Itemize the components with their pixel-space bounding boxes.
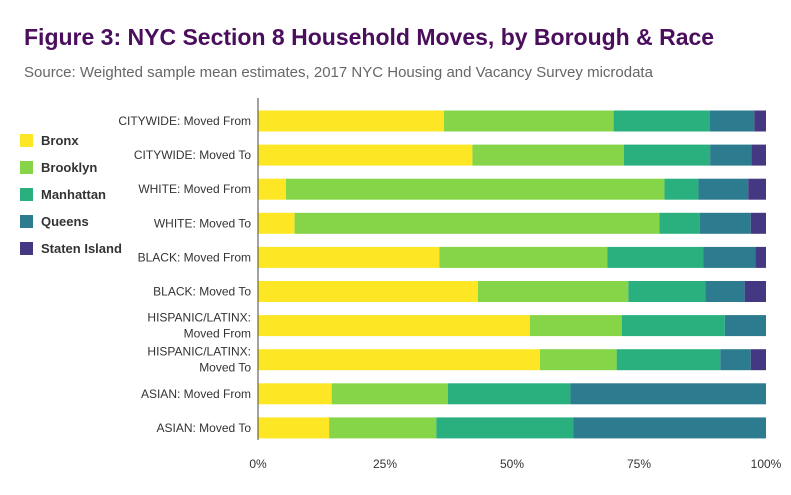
bar-segment-brooklyn-1	[472, 144, 624, 166]
legend-label-bronx: Bronx	[41, 133, 79, 148]
bar-segment-brooklyn-5	[477, 281, 629, 302]
legend-item-manhattan: Manhattan	[20, 181, 122, 208]
bar-segment-manhattan-0	[613, 110, 710, 132]
legend-item-queens: Queens	[20, 208, 122, 235]
bar-segment-queens-4	[703, 246, 756, 268]
bar-segment-queens-0	[709, 110, 755, 132]
legend-label-queens: Queens	[41, 214, 89, 229]
legend-label-brooklyn: Brooklyn	[41, 160, 98, 175]
category-label: ASIAN: Moved From	[141, 387, 251, 401]
bar-segment-bronx-2	[258, 178, 286, 200]
bar-segment-staten-island-4	[755, 246, 766, 268]
bar-segment-brooklyn-3	[294, 212, 660, 234]
bar-segment-queens-9	[573, 417, 766, 439]
legend-item-bronx: Bronx	[20, 127, 122, 154]
bar-segment-bronx-3	[258, 212, 295, 234]
legend-label-manhattan: Manhattan	[41, 187, 106, 202]
category-label: WHITE: Moved From	[138, 182, 251, 196]
category-label: ASIAN: Moved To	[157, 421, 252, 435]
bar-segment-bronx-6	[258, 315, 530, 337]
x-tick-label: 50%	[500, 457, 524, 471]
bar-segment-staten-island-2	[748, 178, 766, 200]
bar-segment-brooklyn-9	[329, 417, 437, 439]
category-label: HISPANIC/LATINX: Moved From	[147, 311, 251, 341]
bar-segment-queens-3	[699, 212, 751, 234]
bar-segment-manhattan-9	[436, 417, 574, 439]
bar-segment-bronx-5	[258, 281, 478, 302]
bar-segment-staten-island-3	[750, 212, 766, 234]
bar-segment-manhattan-7	[616, 349, 721, 371]
bar-segment-staten-island-5	[744, 281, 766, 302]
x-tick-label: 25%	[373, 457, 397, 471]
category-label: BLACK: Moved To	[153, 285, 251, 299]
bar-segment-queens-8	[570, 383, 766, 405]
legend: Bronx Brooklyn Manhattan Queens Staten I…	[20, 127, 122, 262]
bar-segment-brooklyn-8	[331, 383, 448, 405]
bar-segment-bronx-4	[258, 246, 440, 268]
bar-segment-manhattan-1	[623, 144, 711, 166]
bar-segment-manhattan-6	[621, 315, 725, 337]
chart-title: Figure 3: NYC Section 8 Household Moves,…	[24, 24, 715, 50]
bar-segment-queens-2	[698, 178, 749, 200]
bar-segment-brooklyn-6	[529, 315, 622, 337]
bar-segment-manhattan-3	[659, 212, 700, 234]
bar-segment-brooklyn-7	[539, 349, 617, 371]
category-label: HISPANIC/LATINX: Moved To	[147, 345, 251, 375]
category-label: CITYWIDE: Moved From	[118, 114, 251, 128]
bar-segment-bronx-7	[258, 349, 540, 371]
bar-segment-brooklyn-4	[439, 246, 608, 268]
chart-subtitle: Source: Weighted sample mean estimates, …	[24, 64, 653, 81]
legend-label-staten-island: Staten Island	[41, 241, 122, 256]
category-label: WHITE: Moved To	[154, 216, 251, 230]
bar-segment-brooklyn-2	[285, 178, 665, 200]
bar-segment-bronx-8	[258, 383, 332, 405]
bar-segment-bronx-9	[258, 417, 330, 439]
bar-segment-staten-island-7	[750, 349, 766, 371]
category-label: BLACK: Moved From	[138, 250, 251, 264]
bar-segment-staten-island-1	[751, 144, 766, 166]
bar-segment-manhattan-8	[447, 383, 571, 405]
bar-segment-manhattan-2	[664, 178, 699, 200]
bar-segment-brooklyn-0	[443, 110, 614, 132]
bar-segment-staten-island-0	[754, 110, 766, 132]
bar-segment-manhattan-4	[607, 246, 704, 268]
x-tick-label: 75%	[627, 457, 651, 471]
bar-segment-queens-7	[720, 349, 751, 371]
bar-segment-manhattan-5	[628, 281, 706, 302]
bar-segment-queens-6	[724, 315, 766, 337]
legend-item-brooklyn: Brooklyn	[20, 154, 122, 181]
legend-swatch-queens	[20, 215, 33, 228]
bar-segment-queens-1	[710, 144, 752, 166]
bar-segment-bronx-1	[258, 144, 473, 166]
category-label: CITYWIDE: Moved To	[134, 148, 251, 162]
legend-item-staten-island: Staten Island	[20, 235, 122, 262]
bar-segment-queens-5	[705, 281, 745, 302]
x-tick-label: 0%	[249, 457, 267, 471]
legend-swatch-manhattan	[20, 188, 33, 201]
legend-swatch-brooklyn	[20, 161, 33, 174]
legend-swatch-bronx	[20, 134, 33, 147]
legend-swatch-staten-island	[20, 242, 33, 255]
bar-segment-bronx-0	[258, 110, 444, 132]
x-tick-label: 100%	[751, 457, 782, 471]
